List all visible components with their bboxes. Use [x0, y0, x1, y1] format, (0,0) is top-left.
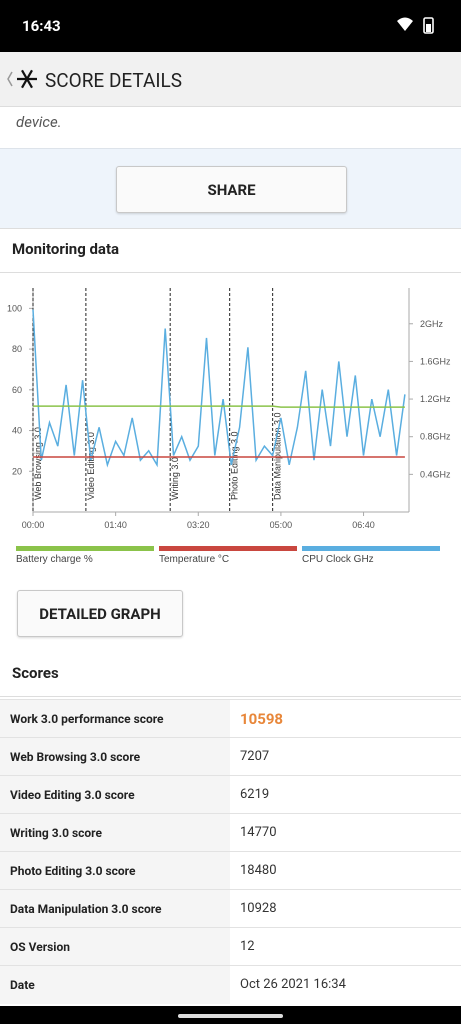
score-row: OS Version 12	[0, 927, 461, 966]
score-value: Oct 26 2021 16:34	[240, 977, 346, 992]
legend-swatch	[16, 546, 154, 551]
clock: 16:43	[22, 17, 61, 35]
y-tick-label: 80	[12, 344, 22, 354]
score-value: 14770	[240, 825, 277, 840]
divider	[0, 228, 461, 229]
score-row: Photo Editing 3.0 score 18480	[0, 851, 461, 890]
score-row: Web Browsing 3.0 score 7207	[0, 737, 461, 776]
section-label: Photo Editing 3.0	[230, 431, 240, 500]
header-title: SCORE DETAILS	[45, 69, 183, 92]
chart: 20 40 60 80 100 0.4GHz 0.8GHz 1.2GHz 1.6GHz 2GHz 0…	[7, 288, 451, 565]
y2-tick-label: 1.2GHz	[420, 394, 451, 404]
score-name: Writing 3.0 score	[0, 814, 230, 852]
score-row: Writing 3.0 score 14770	[0, 813, 461, 852]
scores-table: Work 3.0 performance score 10598 Web Brows…	[0, 699, 461, 1005]
score-value: 7207	[240, 749, 270, 764]
x-tick-label: 03:20	[187, 520, 210, 530]
divider	[0, 696, 461, 697]
score-row: Work 3.0 performance score 10598	[0, 699, 461, 738]
y2-tick-label: 1.6GHz	[420, 356, 451, 366]
legend-swatch	[159, 546, 297, 551]
score-name: Video Editing 3.0 score	[0, 776, 230, 814]
series-line	[33, 405, 405, 408]
section-label: Video Editing 3.0	[86, 432, 96, 500]
section-title: Scores	[12, 664, 59, 682]
section-label: Web Browsing 3.0	[33, 427, 43, 500]
legend-label: Battery charge %	[16, 554, 93, 565]
score-value: 18480	[240, 863, 277, 878]
app-header: SCORE DETAILS	[0, 52, 461, 107]
y-tick-label: 100	[7, 303, 22, 313]
score-name: Date	[0, 966, 230, 1004]
home-indicator	[178, 1014, 283, 1018]
x-tick-label: 06:40	[352, 520, 375, 530]
score-row: Data Manipulation 3.0 score 10928	[0, 889, 461, 928]
y2-tick-label: 0.4GHz	[420, 469, 451, 479]
x-tick-label: 01:40	[104, 520, 127, 530]
section-label: Data Manipulation 3.0	[273, 412, 283, 500]
score-value: 6219	[240, 787, 270, 802]
score-row: Date Oct 26 2021 16:34	[0, 965, 461, 1004]
x-tick-label: 00:00	[22, 520, 45, 530]
legend-label: Temperature °C	[159, 554, 229, 565]
section-title: Monitoring data	[12, 240, 120, 258]
score-value: 12	[240, 939, 255, 954]
status-icons	[397, 17, 434, 34]
share-area: SHARE	[0, 148, 461, 229]
legend-swatch	[302, 546, 440, 551]
score-name: Web Browsing 3.0 score	[0, 738, 230, 776]
x-tick-label: 05:00	[270, 520, 293, 530]
y-tick-label: 60	[12, 385, 22, 395]
score-row: Video Editing 3.0 score 6219	[0, 775, 461, 814]
section-label: Writing 3.0	[170, 457, 180, 500]
back-button[interactable]	[4, 67, 40, 93]
score-value: 10928	[240, 901, 277, 916]
divider	[0, 272, 461, 273]
description: device.	[16, 113, 62, 131]
y2-tick-label: 0.8GHz	[420, 432, 451, 442]
status-bar: 16:43	[0, 0, 461, 52]
nav-bar	[0, 1006, 461, 1024]
share-button[interactable]: SHARE	[116, 166, 347, 213]
score-name: Data Manipulation 3.0 score	[0, 890, 230, 928]
y2-tick-label: 2GHz	[420, 319, 444, 329]
y-tick-label: 40	[12, 426, 22, 436]
y-tick-label: 20	[12, 466, 22, 476]
score-name: Work 3.0 performance score	[0, 700, 230, 738]
series-line	[32, 309, 406, 468]
detailed-graph-button[interactable]: DETAILED GRAPH	[17, 590, 183, 637]
score-name: OS Version	[0, 928, 230, 966]
score-value: 10598	[240, 710, 284, 728]
legend-label: CPU Clock GHz	[302, 554, 374, 565]
score-name: Photo Editing 3.0 score	[0, 852, 230, 890]
